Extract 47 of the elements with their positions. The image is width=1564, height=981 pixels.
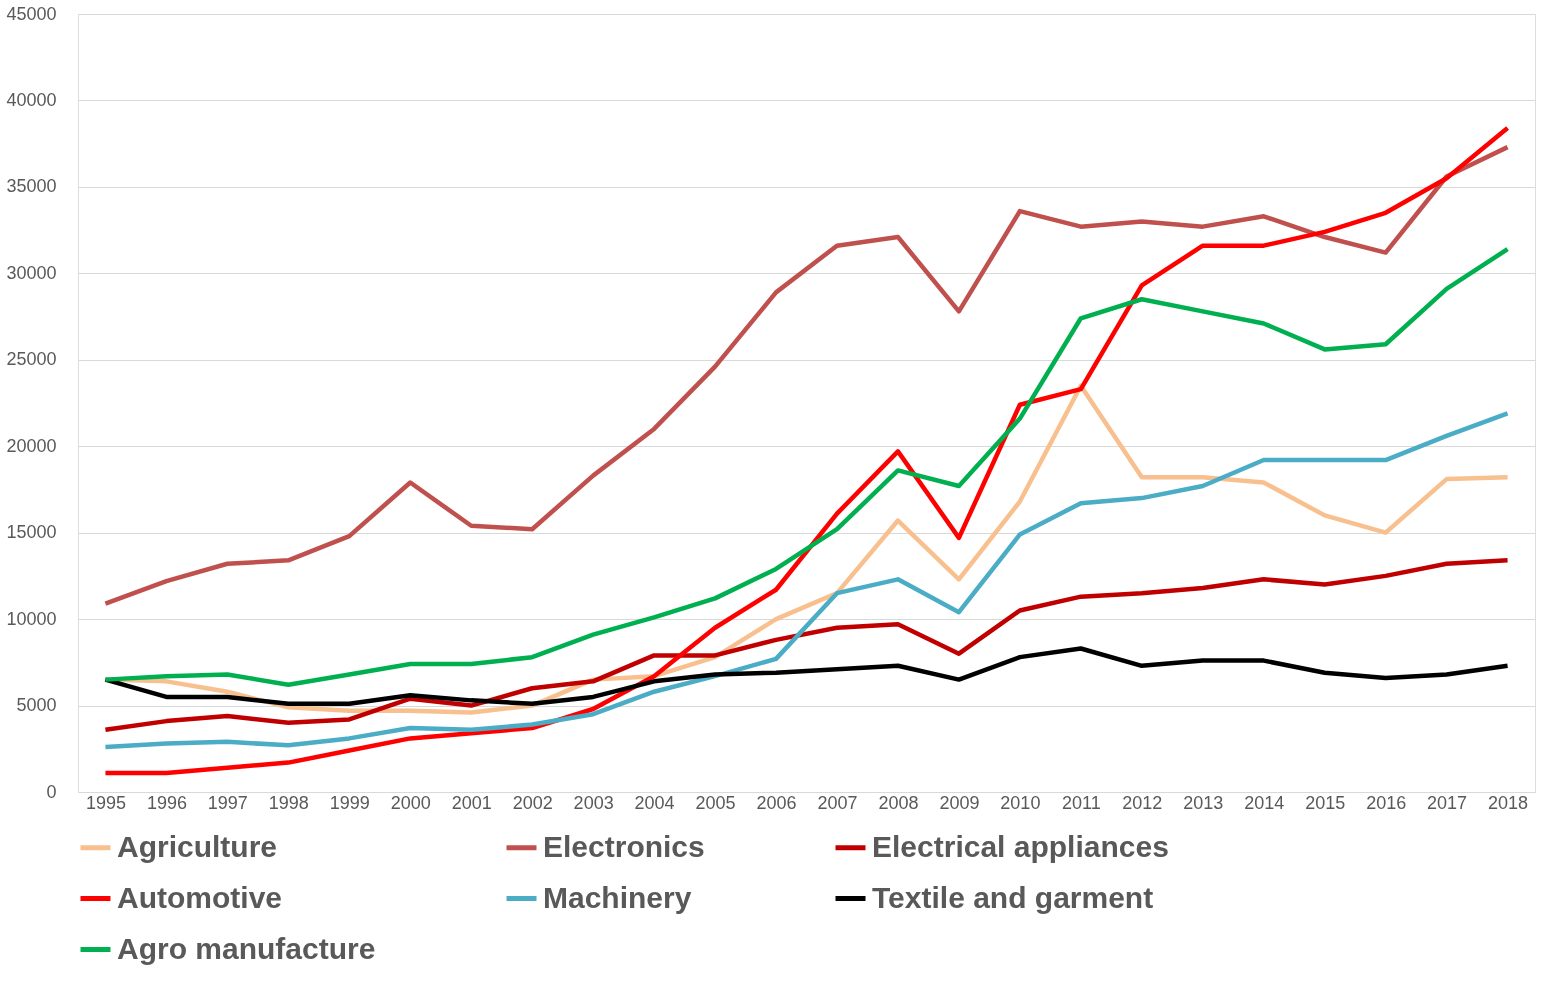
x-tick-label: 1995 — [85, 792, 126, 813]
line-series — [103, 411, 1510, 750]
legend-label: Electronics — [543, 829, 705, 863]
y-tick-label: 10000 — [6, 608, 57, 629]
x-tick-label: 2013 — [1183, 792, 1224, 813]
y-tick-label: 25000 — [6, 349, 57, 370]
x-tick-label: 1996 — [146, 792, 187, 813]
y-tick-label: 15000 — [6, 522, 57, 543]
y-tick-label: 40000 — [6, 89, 57, 110]
x-tick-label: 2002 — [512, 792, 553, 813]
legend-label: Agriculture — [117, 829, 278, 863]
x-tick-label: 1997 — [207, 792, 248, 813]
y-tick-label: 30000 — [6, 262, 57, 283]
x-tick-label: 2005 — [695, 792, 736, 813]
x-tick-label: 2009 — [939, 792, 980, 813]
x-tick-label: 2016 — [1366, 792, 1407, 813]
x-tick-label: 2004 — [634, 792, 675, 813]
x-tick-label: 2012 — [1122, 792, 1163, 813]
legend-label: Agro manufacture — [117, 931, 376, 965]
y-tick-label: 0 — [46, 781, 57, 802]
x-tick-label: 2007 — [817, 792, 858, 813]
y-tick-label: 45000 — [6, 3, 57, 24]
y-tick-label: 5000 — [16, 695, 57, 716]
x-tick-label: 2017 — [1427, 792, 1468, 813]
x-tick-label: 1998 — [268, 792, 309, 813]
x-tick-label: 2001 — [451, 792, 492, 813]
x-tick-label: 2010 — [1000, 792, 1041, 813]
legend-label: Machinery — [543, 880, 692, 914]
x-tick-label: 2008 — [878, 792, 919, 813]
x-tick-label: 2003 — [573, 792, 614, 813]
legend-label: Automotive — [117, 880, 282, 914]
y-tick-label: 20000 — [6, 435, 57, 456]
line-series — [103, 558, 1510, 733]
x-tick-label: 2006 — [756, 792, 797, 813]
x-tick-label: 2018 — [1488, 792, 1529, 813]
line-series — [103, 646, 1510, 707]
x-tick-label: 2015 — [1305, 792, 1346, 813]
legend-label: Textile and garment — [872, 880, 1154, 914]
line-series — [103, 125, 1510, 776]
line-series — [103, 246, 1510, 688]
x-tick-label: 2011 — [1061, 792, 1101, 813]
x-tick-label: 2014 — [1244, 792, 1285, 813]
legend-label: Electrical appliances — [872, 829, 1169, 863]
line-series — [103, 144, 1510, 606]
y-tick-label: 35000 — [6, 176, 57, 197]
x-tick-label: 2000 — [390, 792, 431, 813]
x-tick-label: 1999 — [329, 792, 370, 813]
